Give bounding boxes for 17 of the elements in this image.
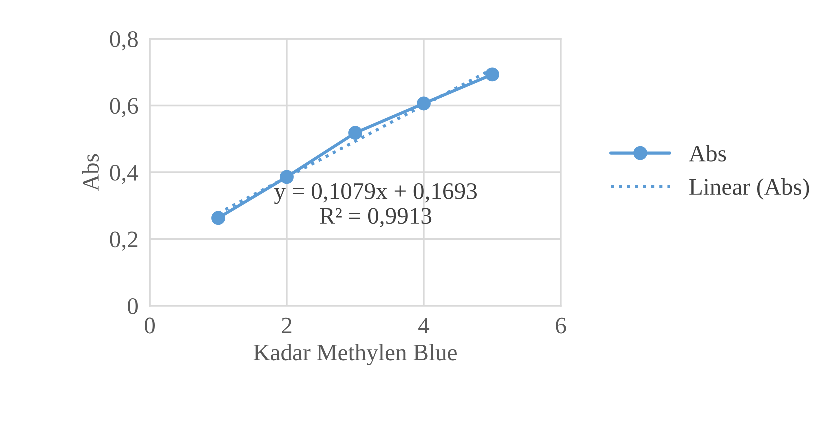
y-tick-label: 0,4 [110, 164, 139, 184]
x-tick-label: 6 [556, 318, 566, 334]
point [486, 68, 500, 82]
y-tick-label: 0,8 [110, 31, 138, 51]
y-axis-title: Abs [82, 154, 100, 192]
annotation: y = 0,1079x + 0,1693 R² = 0,9913 [274, 183, 477, 228]
x-tick-label: 0 [144, 318, 156, 334]
x-tick-label: 4 [418, 318, 430, 334]
y-tick-label: 0,6 [110, 98, 138, 118]
y-tick-label: 0,2 [110, 232, 138, 252]
legend-label: Abs [689, 145, 726, 162]
legend-label: Linear (Abs) [690, 178, 810, 200]
x-axis-title: Kadar Methylen Blue [254, 344, 457, 366]
x-tick-label: 2 [282, 318, 292, 334]
point [348, 126, 362, 140]
point [212, 211, 226, 226]
y-tick-label: 0 [128, 298, 138, 314]
